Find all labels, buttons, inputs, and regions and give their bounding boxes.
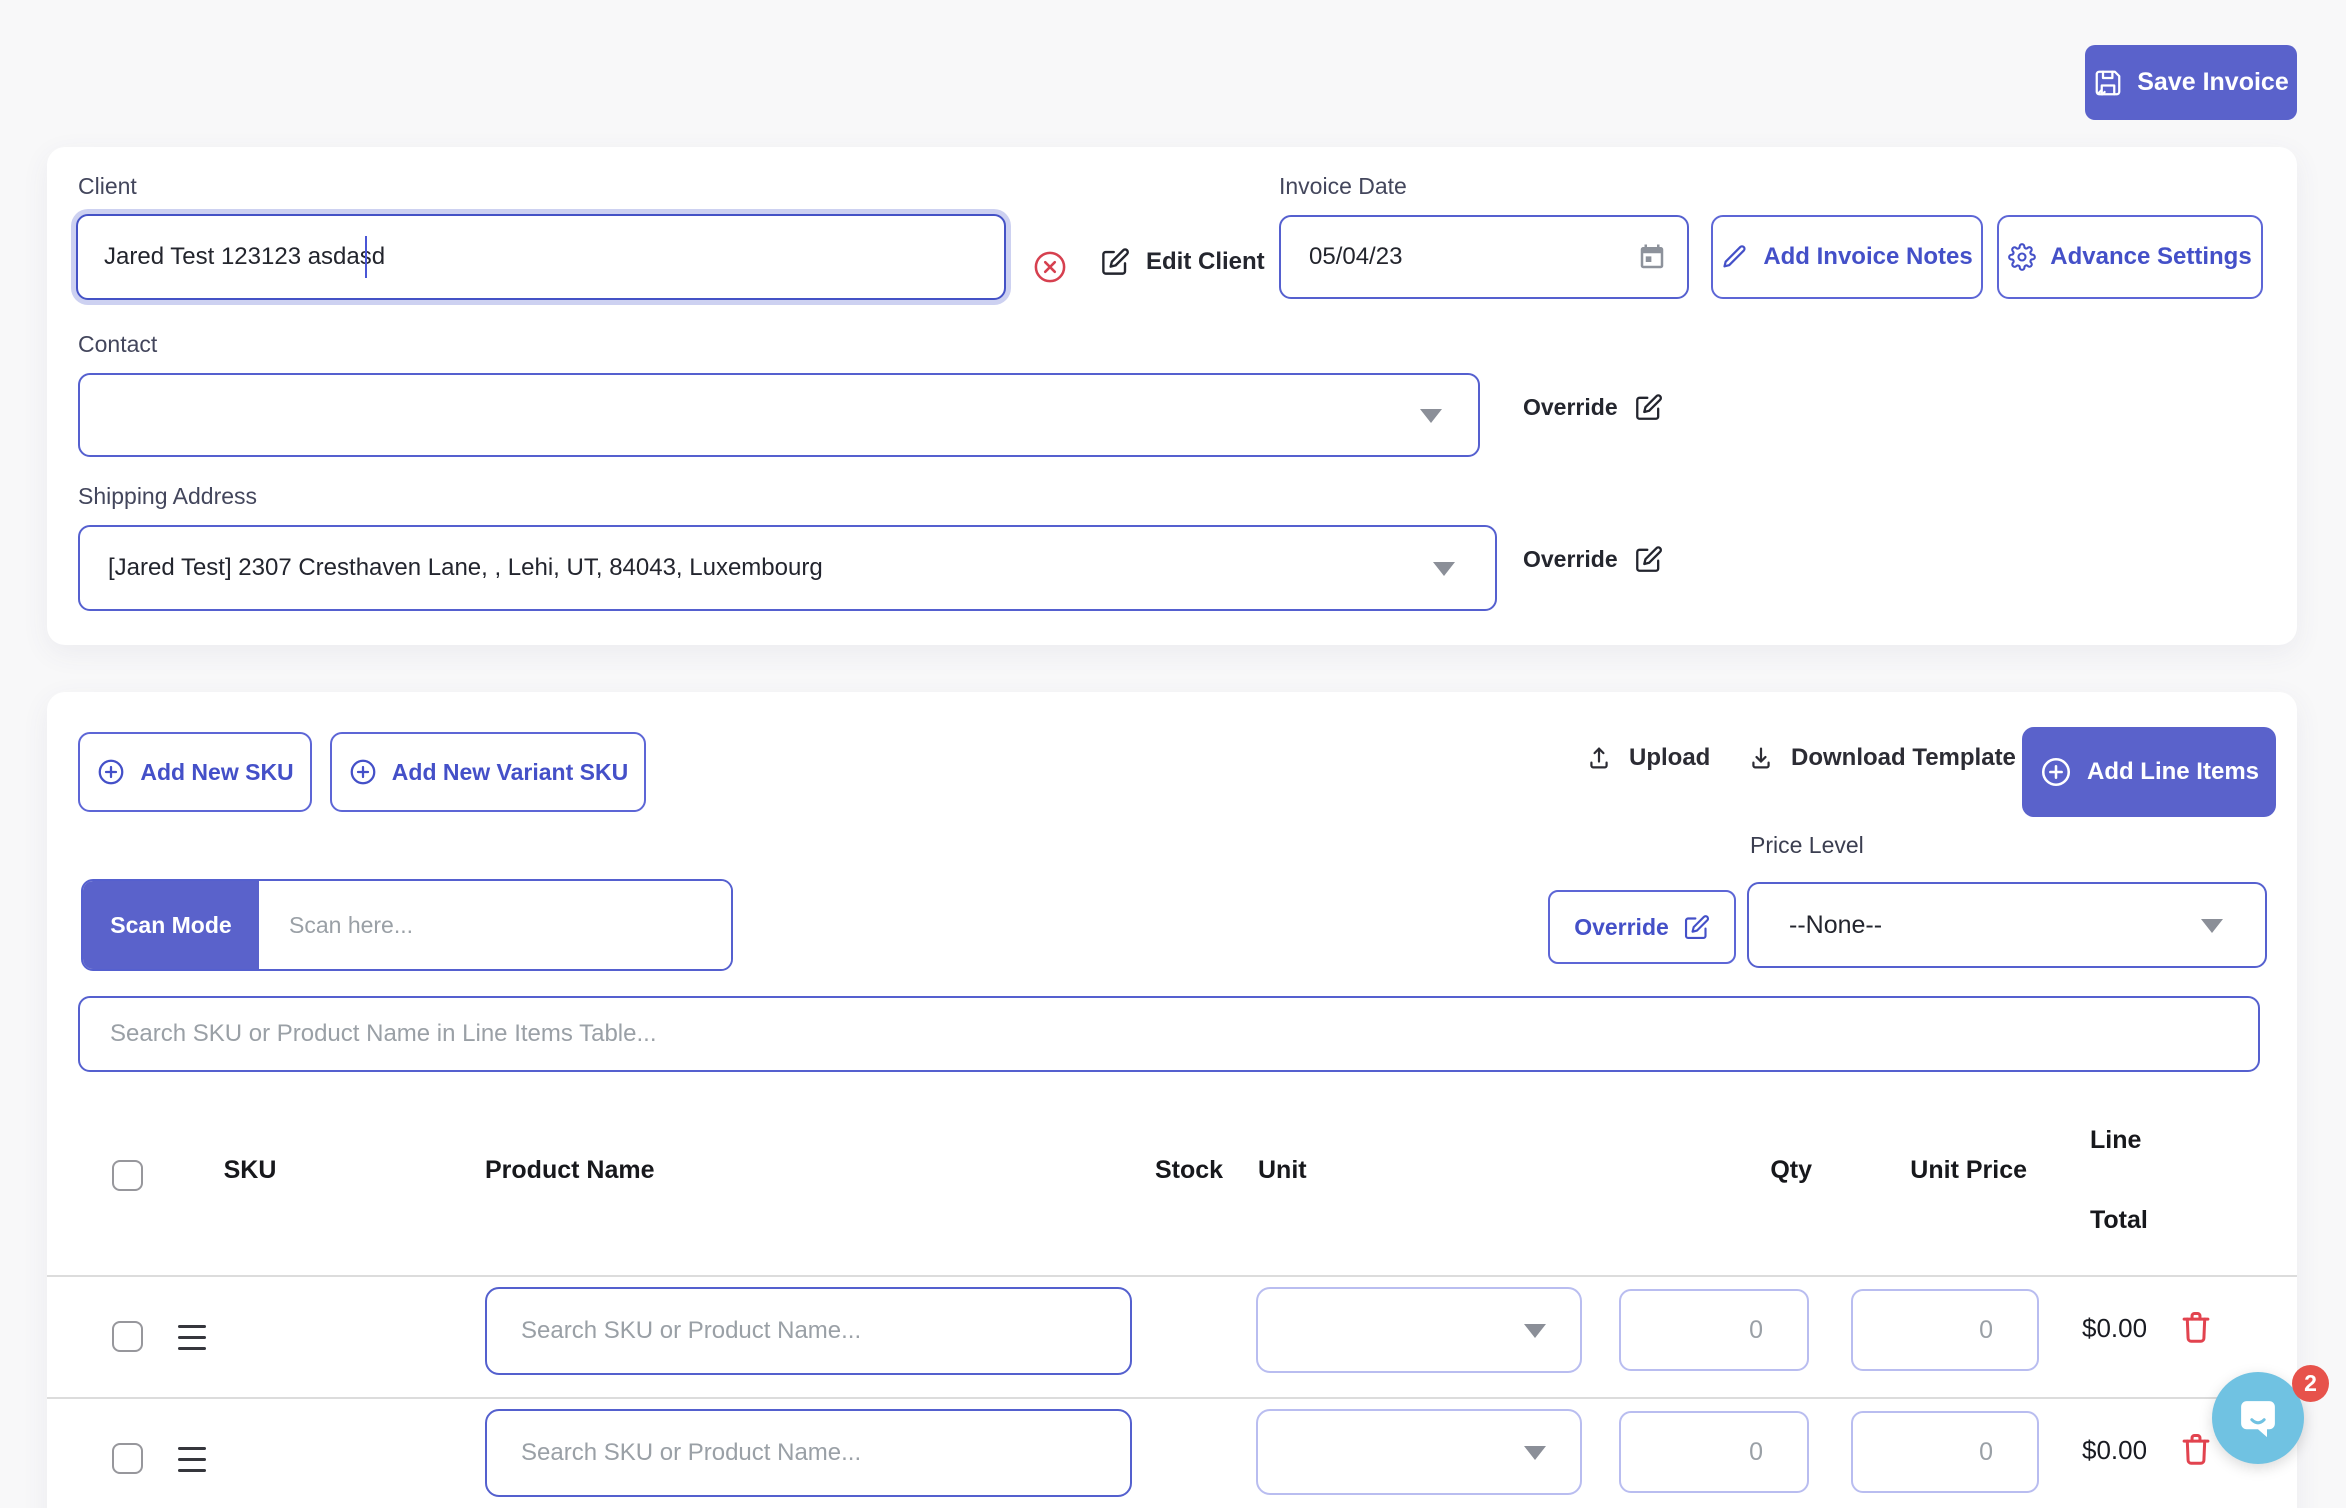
unit-price-input[interactable] — [1851, 1289, 2039, 1371]
add-invoice-notes-label: Add Invoice Notes — [1763, 243, 1973, 270]
shipping-address-label: Shipping Address — [78, 483, 258, 509]
line-item-row: $0.00 — [47, 1275, 2297, 1397]
product-search-input[interactable] — [485, 1287, 1132, 1375]
drag-handle-icon[interactable] — [178, 1447, 206, 1472]
scan-mode-button[interactable]: Scan Mode — [83, 881, 259, 969]
contact-label: Contact — [78, 331, 158, 357]
text-cursor — [365, 236, 367, 278]
gear-icon — [2008, 243, 2037, 271]
save-invoice-button[interactable]: Save Invoice — [2085, 45, 2297, 120]
edit-square-icon — [1634, 545, 1663, 574]
chevron-down-icon — [1524, 1446, 1546, 1460]
invoice-header-card: Client Edit Client Invoice Date — [47, 147, 2297, 645]
shipping-override-label: Override — [1523, 546, 1618, 572]
add-line-items-label: Add Line Items — [2086, 758, 2260, 785]
plus-circle-icon — [348, 757, 378, 787]
scan-input[interactable] — [259, 881, 731, 969]
plus-circle-icon — [2039, 755, 2073, 789]
edit-square-icon — [1634, 393, 1663, 422]
shipping-override-button[interactable]: Override — [1523, 545, 1663, 574]
invoice-date-field — [1279, 215, 1689, 299]
column-header-product-name: Product Name — [485, 1156, 655, 1184]
chevron-down-icon — [1420, 409, 1442, 423]
save-icon — [2093, 68, 2123, 98]
product-search-input[interactable] — [485, 1409, 1132, 1497]
edit-client-label: Edit Client — [1146, 248, 1265, 275]
line-items-search-input[interactable] — [78, 996, 2260, 1072]
column-header-stock: Stock — [1155, 1156, 1224, 1184]
edit-client-button[interactable]: Edit Client — [1100, 247, 1265, 277]
qty-input[interactable] — [1619, 1289, 1809, 1371]
price-override-button[interactable]: Override — [1548, 890, 1736, 964]
select-all-checkbox[interactable] — [112, 1160, 143, 1191]
price-override-label: Override — [1574, 913, 1669, 940]
price-level-label: Price Level — [1750, 832, 1864, 858]
price-level-select[interactable]: --None-- — [1747, 882, 2267, 968]
chevron-down-icon — [1524, 1324, 1546, 1338]
chat-launcher-button[interactable] — [2212, 1372, 2304, 1464]
shipping-address-select[interactable]: [Jared Test] 2307 Cresthaven Lane, , Leh… — [78, 525, 1497, 611]
column-header-unit: Unit — [1258, 1156, 1307, 1184]
scan-mode-label: Scan Mode — [110, 911, 232, 938]
plus-circle-icon — [96, 757, 126, 787]
column-header-unit-price: Unit Price — [1910, 1156, 2027, 1184]
clear-client-icon[interactable] — [1032, 249, 1068, 285]
line-total-value: $0.00 — [2082, 1313, 2146, 1343]
upload-label: Upload — [1629, 744, 1711, 771]
download-template-label: Download Template — [1791, 744, 2016, 771]
table-header-row: SKU Product Name Stock Unit Qty Unit Pri… — [47, 1100, 2297, 1275]
edit-square-icon — [1100, 247, 1130, 277]
line-items-card: Add New SKU Add New Variant SKU Upload — [47, 692, 2297, 1508]
pencil-icon — [1721, 243, 1749, 271]
contact-override-label: Override — [1523, 394, 1618, 420]
chat-bubble-icon — [2231, 1391, 2285, 1445]
unit-price-input[interactable] — [1851, 1411, 2039, 1493]
upload-button[interactable]: Upload — [1585, 744, 1710, 772]
add-new-variant-sku-button[interactable]: Add New Variant SKU — [330, 732, 646, 812]
advance-settings-label: Advance Settings — [2050, 243, 2252, 270]
advance-settings-button[interactable]: Advance Settings — [1997, 215, 2263, 299]
scan-field: Scan Mode — [81, 879, 733, 971]
column-header-line-total: Line Total — [2090, 1126, 2148, 1234]
client-input[interactable] — [76, 214, 1006, 300]
chevron-down-icon — [2201, 919, 2223, 933]
client-label: Client — [78, 173, 137, 199]
delete-row-trash-icon[interactable] — [2177, 1427, 2215, 1471]
contact-select[interactable] — [78, 373, 1480, 457]
add-invoice-notes-button[interactable]: Add Invoice Notes — [1711, 215, 1983, 299]
chevron-down-icon — [1433, 562, 1455, 576]
unit-select[interactable] — [1256, 1287, 1582, 1373]
price-level-value: --None-- — [1789, 910, 1883, 939]
line-total-value: $0.00 — [2082, 1435, 2146, 1465]
qty-input[interactable] — [1619, 1411, 1809, 1493]
invoice-date-label: Invoice Date — [1279, 173, 1407, 199]
add-new-variant-sku-label: Add New Variant SKU — [391, 758, 629, 785]
upload-icon — [1585, 744, 1613, 772]
row-checkbox[interactable] — [112, 1321, 143, 1352]
download-template-button[interactable]: Download Template — [1747, 744, 2016, 772]
add-line-items-button[interactable]: Add Line Items — [2022, 727, 2276, 817]
edit-square-icon — [1683, 914, 1710, 941]
contact-override-button[interactable]: Override — [1523, 393, 1663, 422]
invoice-date-input[interactable] — [1279, 215, 1689, 299]
client-field-focus-ring — [71, 209, 1011, 305]
drag-handle-icon[interactable] — [178, 1325, 206, 1350]
download-icon — [1747, 744, 1775, 772]
chat-unread-count: 2 — [2304, 1370, 2317, 1396]
delete-row-trash-icon[interactable] — [2177, 1305, 2215, 1349]
row-checkbox[interactable] — [112, 1443, 143, 1474]
line-item-row: $0.00 — [47, 1397, 2297, 1508]
column-header-sku: SKU — [223, 1156, 277, 1184]
unit-select[interactable] — [1256, 1409, 1582, 1495]
shipping-address-value: [Jared Test] 2307 Cresthaven Lane, , Leh… — [108, 554, 823, 581]
add-new-sku-button[interactable]: Add New SKU — [78, 732, 312, 812]
column-header-qty: Qty — [1770, 1156, 1812, 1184]
chat-unread-badge: 2 — [2292, 1365, 2329, 1402]
save-invoice-label: Save Invoice — [2137, 68, 2289, 96]
add-new-sku-label: Add New SKU — [140, 758, 294, 785]
calendar-icon[interactable] — [1637, 241, 1667, 273]
